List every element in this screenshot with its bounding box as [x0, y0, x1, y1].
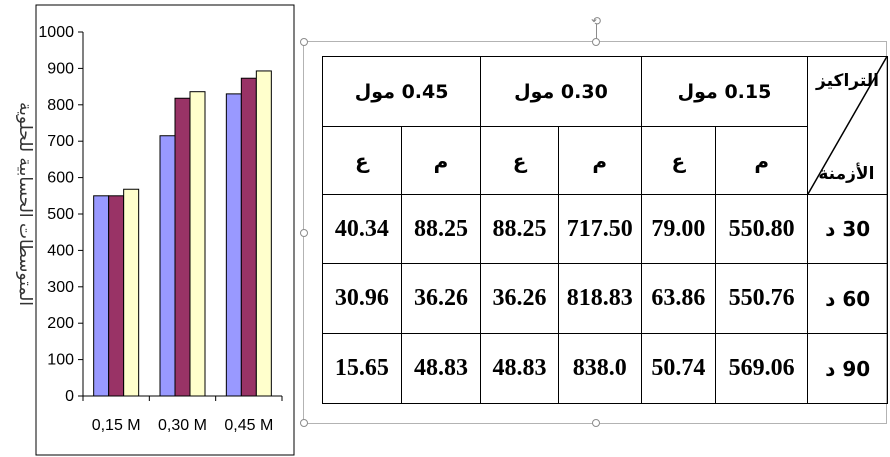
- row-label: 60 د: [807, 263, 888, 334]
- conc-header-2: 0.30 مول: [480, 56, 642, 127]
- y-tick-label: 1000: [38, 24, 74, 41]
- row-label: 30 د: [807, 194, 888, 264]
- resize-handle-top[interactable]: [592, 38, 600, 46]
- resize-handle-bottom[interactable]: [592, 419, 600, 427]
- bars: [93, 70, 272, 397]
- table-cell: 30.96: [322, 263, 402, 334]
- y-tick-label: 400: [47, 242, 74, 259]
- resize-handle-bottom-left[interactable]: [300, 419, 308, 427]
- bar: [240, 77, 257, 397]
- y-tick-label: 200: [47, 315, 74, 332]
- table-cell: 88.25: [480, 194, 559, 264]
- concentrations-header: التراكيز: [816, 71, 879, 91]
- table-cell: 40.34: [322, 194, 402, 264]
- table-row: 60 د 550.76 63.86 818.83 36.26 36.26 30.…: [322, 263, 888, 334]
- table-cell: 36.26: [480, 263, 559, 334]
- table-cell: 79.00: [640, 194, 716, 264]
- statistics-table: التراكيز الأزمنة 0.15 مول 0.30 مول 0.45 …: [321, 56, 888, 404]
- table-cell: 36.26: [400, 263, 482, 334]
- table-cell: 550.76: [714, 263, 809, 334]
- table-cell: 838.0: [557, 333, 642, 404]
- mean-header: م: [557, 126, 642, 195]
- table-row: 30 د 550.80 79.00 717.50 88.25 88.25 40.…: [322, 194, 888, 264]
- y-tick-label: 0: [65, 388, 74, 405]
- x-category-label: 0,15 M: [92, 417, 141, 434]
- row-label: 90 د: [807, 333, 888, 404]
- times-header: الأزمنة: [818, 164, 875, 184]
- y-axis-title: المتوسطات الحسابية للحلوية: [15, 102, 35, 306]
- bar: [225, 93, 242, 397]
- corner-header-cell: التراكيز الأزمنة: [807, 56, 888, 195]
- y-tick-label: 300: [47, 279, 74, 296]
- table-cell: 15.65: [322, 333, 402, 404]
- bar-chart: المتوسطات الحسابية للحلوية 0 100 200 300 400…: [15, 4, 295, 456]
- rotate-handle-stem: [596, 24, 597, 41]
- table-cell: 88.25: [400, 194, 482, 264]
- bar: [174, 97, 191, 397]
- y-tick-label: 700: [47, 133, 74, 150]
- bar: [159, 135, 176, 397]
- sd-header: ع: [322, 126, 402, 195]
- bar: [123, 188, 140, 397]
- conc-header-1: 0.15 مول: [640, 56, 809, 127]
- y-tick-label: 600: [47, 170, 74, 187]
- mean-header: م: [714, 126, 809, 195]
- bar-chart-panel: المتوسطات الحسابية للحلوية 0 100 200 300 400…: [0, 0, 300, 457]
- table-cell: 717.50: [557, 194, 642, 264]
- bar: [189, 91, 206, 397]
- corner-diagonal: [808, 57, 887, 194]
- table-cell: 63.86: [640, 263, 716, 334]
- resize-handle-left[interactable]: [300, 229, 308, 237]
- y-ticks: 0 100 200 300 400 500 600 700 800 900 1000: [38, 24, 83, 405]
- x-category-label: 0,30 M: [158, 417, 207, 434]
- resize-handle-top-left[interactable]: [300, 38, 308, 46]
- x-categories: 0,15 M 0,30 M 0,45 M: [82, 396, 283, 434]
- table-cell: 550.80: [714, 194, 809, 264]
- y-tick-label: 100: [47, 352, 74, 369]
- table-cell: 818.83: [557, 263, 642, 334]
- table-cell: 48.83: [480, 333, 559, 404]
- table-cell: 569.06: [714, 333, 809, 404]
- rotate-handle-icon[interactable]: ⟲: [591, 14, 602, 28]
- y-tick-label: 900: [47, 60, 74, 77]
- x-category-label: 0,45 M: [224, 417, 273, 434]
- sd-header: ع: [480, 126, 559, 195]
- table-row: 90 د 569.06 50.74 838.0 48.83 48.83 15.6…: [322, 333, 888, 404]
- table-cell: 48.83: [400, 333, 482, 404]
- y-axis-title-group: المتوسطات الحسابية للحلوية: [15, 102, 35, 306]
- bar: [108, 195, 125, 397]
- y-tick-label: 500: [47, 206, 74, 223]
- bar: [255, 70, 272, 397]
- y-tick-label: 800: [47, 97, 74, 114]
- mean-header: م: [400, 126, 482, 195]
- table-cell: 50.74: [640, 333, 716, 404]
- sd-header: ع: [640, 126, 716, 195]
- chart-border: [35, 4, 295, 456]
- bar: [93, 195, 110, 397]
- conc-header-3: 0.45 مول: [321, 56, 482, 127]
